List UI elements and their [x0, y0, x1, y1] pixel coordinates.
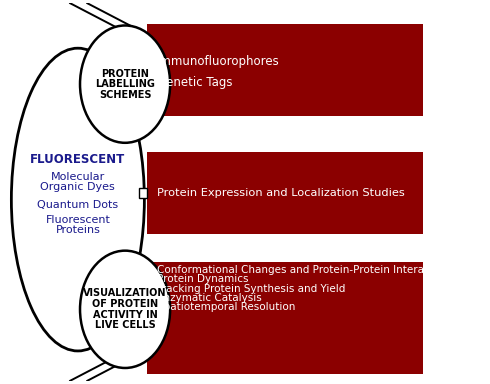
Ellipse shape [80, 25, 170, 143]
Text: FLUORESCENT: FLUORESCENT [30, 153, 125, 166]
Ellipse shape [11, 48, 145, 351]
Text: SCHEMES: SCHEMES [99, 90, 151, 100]
Text: Conformational Changes and Protein-Protein Interactions: Conformational Changes and Protein-Prote… [157, 265, 456, 275]
Bar [147, 23, 423, 116]
Bar [147, 262, 423, 374]
Text: Genetic Tags: Genetic Tags [157, 76, 233, 89]
Text: LIVE CELLS: LIVE CELLS [95, 320, 155, 330]
Bar [139, 188, 147, 198]
Text: Protein Expression and Localization Studies: Protein Expression and Localization Stud… [157, 188, 405, 198]
Text: LABELLING: LABELLING [95, 79, 155, 89]
Text: Proteins: Proteins [55, 225, 100, 235]
Text: Immunofluorophores: Immunofluorophores [157, 55, 280, 68]
Text: Enzymatic Catalysis: Enzymatic Catalysis [157, 293, 262, 303]
Ellipse shape [80, 251, 170, 368]
Text: Fluorescent: Fluorescent [46, 215, 110, 225]
Text: Protein Dynamics: Protein Dynamics [157, 274, 249, 284]
Text: Quantum Dots: Quantum Dots [37, 200, 119, 210]
Text: Molecular: Molecular [51, 172, 105, 182]
Text: OF PROTEIN: OF PROTEIN [92, 299, 158, 309]
Bar [147, 152, 423, 233]
Text: PROTEIN: PROTEIN [101, 69, 149, 79]
Text: Tracking Protein Synthesis and Yield: Tracking Protein Synthesis and Yield [157, 283, 345, 293]
Text: VISUALIZATION: VISUALIZATION [83, 288, 167, 298]
Text: Organic Dyes: Organic Dyes [41, 182, 115, 192]
Text: Spatiotemporal Resolution: Spatiotemporal Resolution [157, 303, 295, 313]
Text: ACTIVITY IN: ACTIVITY IN [93, 310, 157, 319]
